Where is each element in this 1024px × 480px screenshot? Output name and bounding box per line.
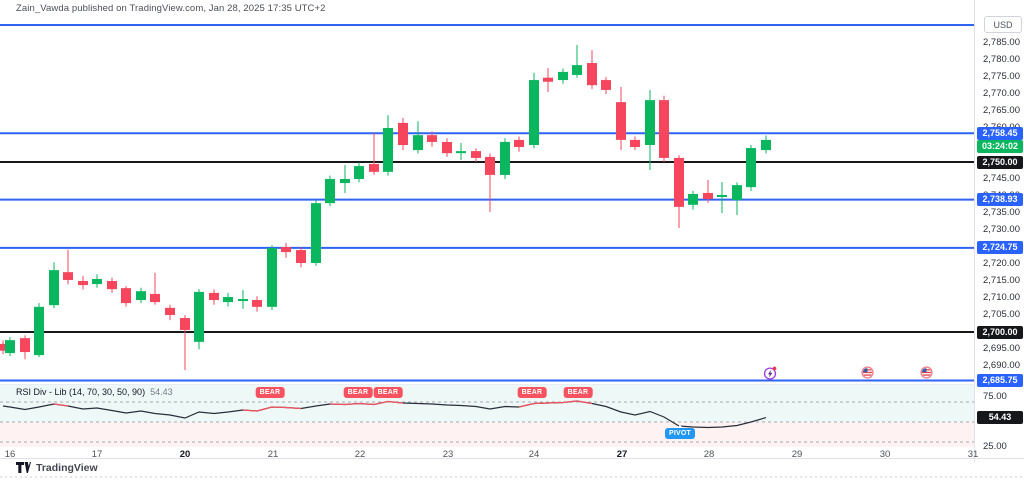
candle [267,248,277,307]
candle [92,278,102,285]
candle [485,156,495,175]
candle [165,307,175,315]
candle [311,203,321,263]
candle [674,157,684,207]
candle [601,80,611,90]
candle [281,247,291,253]
candle [383,128,393,172]
candle [427,135,437,142]
candle [471,151,481,158]
candle [354,166,364,179]
candle [78,281,88,286]
candle [572,65,582,75]
candle [209,292,219,301]
candle [252,300,262,307]
candle [150,293,160,303]
candle [732,185,742,201]
candle [500,141,510,175]
candle [456,151,466,154]
candle [514,139,524,148]
candle [63,272,73,280]
candle [587,63,597,86]
candle [340,179,350,184]
candle [616,102,626,140]
candle [0,343,8,351]
candle [34,306,44,356]
candle [413,135,423,151]
candle [543,77,553,82]
candle [180,318,190,330]
candle [645,100,655,145]
candle [688,193,698,205]
publish-attribution: Zain_Vawda published on TradingView.com,… [16,3,326,14]
candle [558,71,568,81]
rsi-indicator-name: RSI Div - Lib (14, 70, 30, 50, 90) [16,387,146,397]
candle [107,281,117,290]
candle [49,270,59,306]
candle [630,139,640,148]
candle [325,179,335,204]
tradingview-logo-text: TradingView [36,462,98,474]
candle [529,80,539,145]
candle [703,192,713,200]
candle [121,288,131,304]
candle [659,100,669,158]
rsi-indicator-title[interactable]: RSI Div - Lib (14, 70, 30, 50, 90) 54.43 [16,387,173,397]
candle [442,141,452,154]
candle [717,194,727,198]
candle [761,139,771,151]
rsi-indicator-value: 54.43 [150,387,173,397]
candle [194,291,204,342]
tradingview-logo[interactable]: TradingView [16,462,98,474]
candle [20,338,30,353]
candle [296,250,306,263]
tradingview-icon [16,462,31,473]
candle [398,122,408,145]
candle [369,164,379,172]
candle [5,340,15,354]
candle [746,148,756,188]
currency-button[interactable]: USD [984,16,1022,33]
candle [238,299,248,302]
candle [223,296,233,303]
candle [136,291,146,301]
currency-label: USD [993,19,1013,30]
